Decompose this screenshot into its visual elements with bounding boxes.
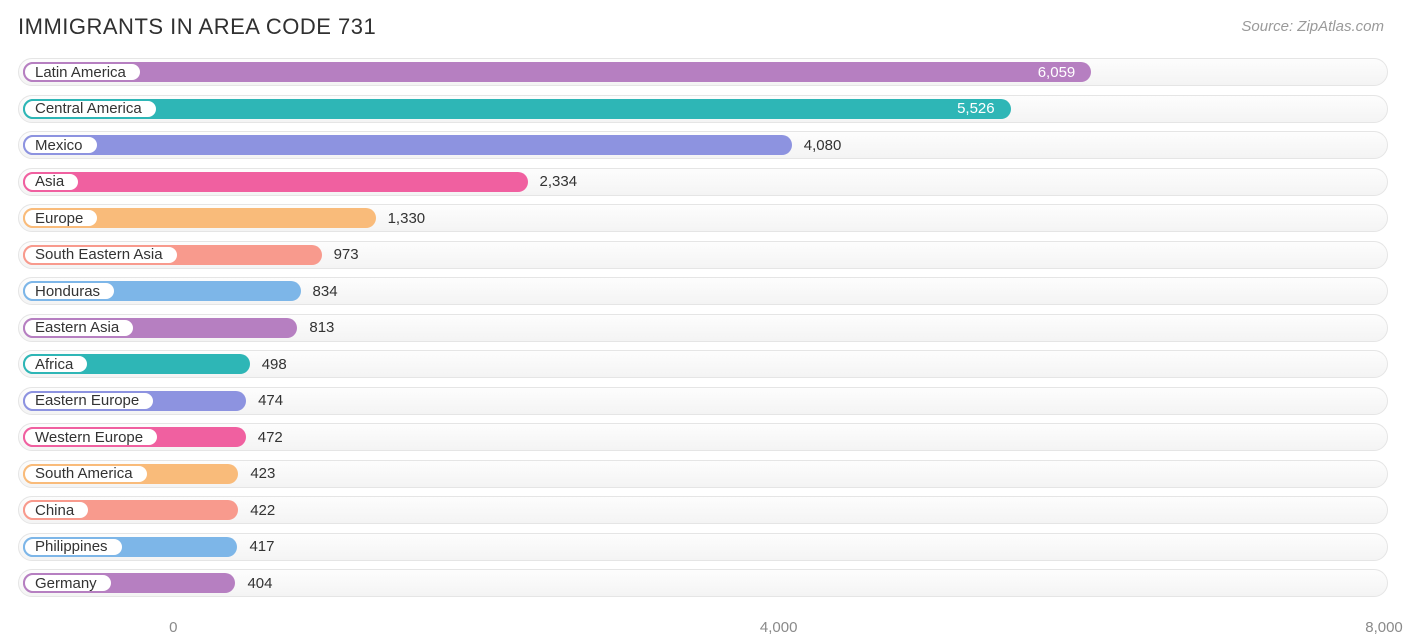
bar-row: Eastern Europe 474 <box>18 387 1388 415</box>
category-pill: Western Europe <box>23 427 159 447</box>
category-label: Honduras <box>35 283 100 300</box>
bar-value: 6,059 <box>1038 59 1076 85</box>
category-label: Central America <box>35 100 142 117</box>
bar-value: 417 <box>249 534 274 560</box>
bar-row: Africa 498 <box>18 350 1388 378</box>
category-pill: Europe <box>23 208 99 228</box>
category-label: Eastern Asia <box>35 319 119 336</box>
category-pill: Central America <box>23 99 158 119</box>
category-label: Philippines <box>35 538 108 555</box>
category-label: South America <box>35 465 133 482</box>
source-label: Source: <box>1241 18 1293 35</box>
category-pill: Eastern Asia <box>23 318 135 338</box>
chart-title: IMMIGRANTS IN AREA CODE 731 <box>18 14 376 40</box>
bar-value: 4,080 <box>804 132 842 158</box>
category-label: South Eastern Asia <box>35 246 163 263</box>
category-label: Germany <box>35 575 97 592</box>
bar-value: 5,526 <box>957 96 995 122</box>
x-axis-tick: 4,000 <box>760 619 798 636</box>
category-pill: Mexico <box>23 135 99 155</box>
bar-row: Latin America 6,059 <box>18 58 1388 86</box>
bar-value: 422 <box>250 497 275 523</box>
bar-value: 2,334 <box>540 169 578 195</box>
bar-value: 423 <box>250 461 275 487</box>
bar-value: 834 <box>313 278 338 304</box>
bar-row: China 422 <box>18 496 1388 524</box>
bar <box>23 62 1091 82</box>
bar-row: South Eastern Asia 973 <box>18 241 1388 269</box>
category-label: Latin America <box>35 64 126 81</box>
category-label: China <box>35 502 74 519</box>
bar-row: Germany 404 <box>18 569 1388 597</box>
bar-row: Asia 2,334 <box>18 168 1388 196</box>
source-attribution: Source: ZipAtlas.com <box>1241 18 1384 35</box>
category-pill: Honduras <box>23 281 116 301</box>
category-pill: Latin America <box>23 62 142 82</box>
bar-value: 404 <box>247 570 272 596</box>
bar-row: South America 423 <box>18 460 1388 488</box>
category-pill: Africa <box>23 354 89 374</box>
bar-chart: Latin America 6,059 Central America 5,526 Me… <box>18 58 1388 615</box>
x-axis: 04,0008,000 <box>18 619 1388 639</box>
category-label: Mexico <box>35 137 83 154</box>
category-pill: South America <box>23 464 149 484</box>
category-pill: China <box>23 500 90 520</box>
bar-value: 973 <box>334 242 359 268</box>
category-pill: Eastern Europe <box>23 391 155 411</box>
category-label: Asia <box>35 173 64 190</box>
bar-row: Mexico 4,080 <box>18 131 1388 159</box>
category-label: Eastern Europe <box>35 392 139 409</box>
source-site: ZipAtlas.com <box>1297 18 1384 35</box>
category-pill: Asia <box>23 172 80 192</box>
bar-value: 472 <box>258 424 283 450</box>
bar <box>23 135 792 155</box>
category-label: Western Europe <box>35 429 143 446</box>
bar <box>23 99 1011 119</box>
category-pill: South Eastern Asia <box>23 245 179 265</box>
bar-value: 474 <box>258 388 283 414</box>
category-label: Africa <box>35 356 73 373</box>
bar-value: 498 <box>262 351 287 377</box>
bar-row: Western Europe 472 <box>18 423 1388 451</box>
bar-value: 813 <box>309 315 334 341</box>
bar-row: Eastern Asia 813 <box>18 314 1388 342</box>
bar-row: Philippines 417 <box>18 533 1388 561</box>
category-pill: Germany <box>23 573 113 593</box>
category-label: Europe <box>35 210 83 227</box>
bar <box>23 172 528 192</box>
bar-row: Central America 5,526 <box>18 95 1388 123</box>
x-axis-tick: 8,000 <box>1365 619 1403 636</box>
category-pill: Philippines <box>23 537 124 557</box>
bar-row: Honduras 834 <box>18 277 1388 305</box>
bar-value: 1,330 <box>388 205 426 231</box>
bar-row: Europe 1,330 <box>18 204 1388 232</box>
x-axis-tick: 0 <box>169 619 177 636</box>
